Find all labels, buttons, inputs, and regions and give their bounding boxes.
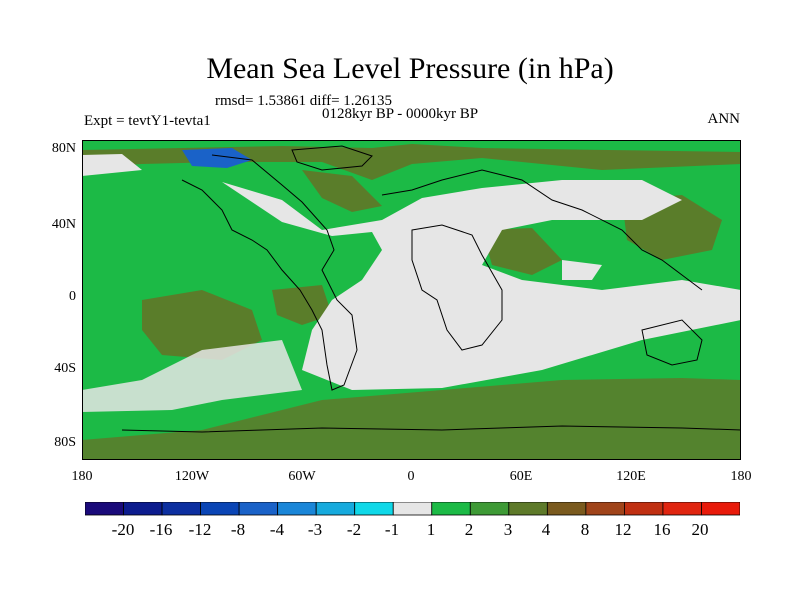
lat-tick-label: 40S <box>54 361 76 376</box>
colorbar-label: -1 <box>384 520 400 539</box>
colorbar-swatch <box>200 502 240 516</box>
pressure-map <box>82 140 741 460</box>
lon-tick-label: 180 <box>730 469 752 484</box>
season-label: ANN <box>707 111 741 127</box>
lat-tick-label: 80N <box>51 141 76 156</box>
coastline <box>121 145 741 433</box>
colorbar-label: -20 <box>111 520 135 539</box>
colorbar-label: -16 <box>149 520 173 539</box>
map-frame <box>82 140 741 460</box>
lat-tick-label: 0 <box>69 289 76 304</box>
colorbar-swatch <box>701 502 740 516</box>
map-title: Mean Sea Level Pressure (in hPa) <box>206 52 614 85</box>
lon-tick-label: 120E <box>616 469 646 484</box>
period-text: 0128kyr BP - 0000kyr BP <box>322 106 479 122</box>
colorbar-swatch <box>85 502 124 516</box>
lon-tick-label: 180 <box>71 469 93 484</box>
neutral-band <box>82 154 741 412</box>
colorbar-label: 2 <box>464 520 474 539</box>
colorbar-label: 16 <box>653 520 671 539</box>
colorbar-swatch <box>161 502 201 516</box>
lon-tick-label: 0 <box>407 469 415 484</box>
colorbar-label: 1 <box>426 520 436 539</box>
colorbar-swatch <box>277 502 317 516</box>
colorbar-label: 20 <box>691 520 709 539</box>
colorbar-swatch <box>585 502 625 516</box>
colorbar-swatch <box>546 502 587 516</box>
colorbar-swatch <box>662 502 702 516</box>
colorbar-label: -2 <box>346 520 362 539</box>
colorbar-swatch <box>354 502 394 516</box>
colorbar-swatch <box>123 502 163 516</box>
lat-tick-label: 40N <box>51 217 76 232</box>
colorbar-swatch <box>315 502 356 516</box>
colorbar-swatch <box>624 502 664 516</box>
colorbar-label: 8 <box>580 520 590 539</box>
colorbar-label: -3 <box>307 520 323 539</box>
colorbar-label: -12 <box>188 520 212 539</box>
experiment-label: Expt = tevtY1-tevta1 <box>84 113 211 129</box>
colorbar-label: -8 <box>230 520 246 539</box>
lon-tick-label: 60W <box>288 469 316 484</box>
colorbar-label: 12 <box>614 520 632 539</box>
lon-tick-label: 120W <box>174 469 210 484</box>
colorbar-swatch <box>238 502 279 516</box>
colorbar-swatch <box>431 502 471 516</box>
colorbar-swatch <box>469 502 510 516</box>
colorbar <box>85 502 740 516</box>
colorbar-label: 4 <box>541 520 551 539</box>
colorbar-label: -4 <box>269 520 285 539</box>
colorbar-swatch <box>392 502 433 516</box>
colorbar-label: 3 <box>503 520 513 539</box>
lon-tick-label: 60E <box>509 469 533 484</box>
stats-text: rmsd= 1.53861 diff= 1.26135 <box>215 93 393 109</box>
lat-tick-label: 80S <box>54 435 76 450</box>
negative-region <box>182 148 252 168</box>
colorbar-swatch <box>508 502 548 516</box>
